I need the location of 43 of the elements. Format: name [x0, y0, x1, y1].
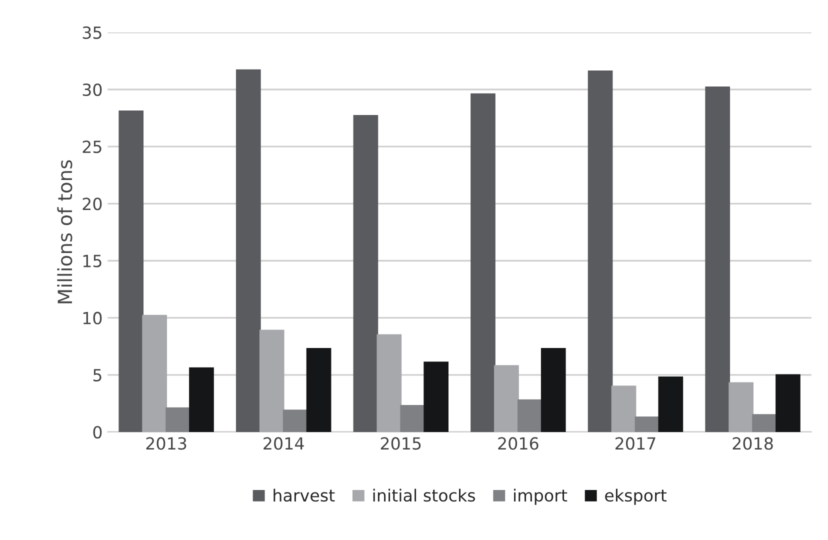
bar — [634, 416, 660, 432]
x-tick-label: 2013 — [146, 437, 186, 450]
bar — [588, 70, 613, 432]
bar — [658, 376, 684, 432]
y-tick-label: 0 — [93, 426, 102, 439]
legend-label: initial stocks — [373, 488, 476, 502]
bar — [752, 414, 777, 432]
bar — [166, 407, 190, 432]
bar — [236, 69, 261, 432]
y-tick-label: 15 — [83, 254, 102, 268]
x-tick-label: 2016 — [498, 437, 538, 450]
bar — [306, 348, 332, 432]
legend-label: import — [514, 488, 568, 505]
x-tick-label: 2015 — [380, 437, 421, 450]
bar — [540, 348, 566, 432]
bar — [705, 86, 730, 432]
x-tick-label: 2017 — [616, 437, 656, 450]
bar — [376, 334, 402, 432]
bar — [424, 362, 449, 432]
y-tick-label: 30 — [82, 83, 102, 96]
y-tick-label: 5 — [93, 369, 102, 382]
x-tick-label: 2018 — [732, 437, 773, 450]
bar — [282, 410, 308, 432]
bar — [259, 330, 284, 432]
x-tick-label: 2014 — [264, 437, 304, 450]
bar — [142, 314, 167, 432]
bar — [400, 405, 426, 432]
y-axis-title: Millions of tons — [57, 160, 72, 304]
bar — [189, 367, 214, 432]
legend-label: harvest — [274, 488, 335, 502]
y-tick-label: 10 — [83, 312, 102, 324]
y-tick-label: 25 — [82, 140, 102, 154]
legend-label: eksport — [605, 488, 667, 505]
bar — [517, 399, 542, 432]
bar — [470, 93, 496, 432]
y-tick-label: 20 — [82, 198, 102, 210]
y-tick-label: 35 — [82, 26, 102, 39]
bar — [611, 386, 636, 432]
bar — [353, 115, 378, 432]
bar — [776, 374, 800, 432]
bar — [494, 365, 519, 432]
bar — [728, 382, 754, 432]
bar — [118, 110, 144, 432]
